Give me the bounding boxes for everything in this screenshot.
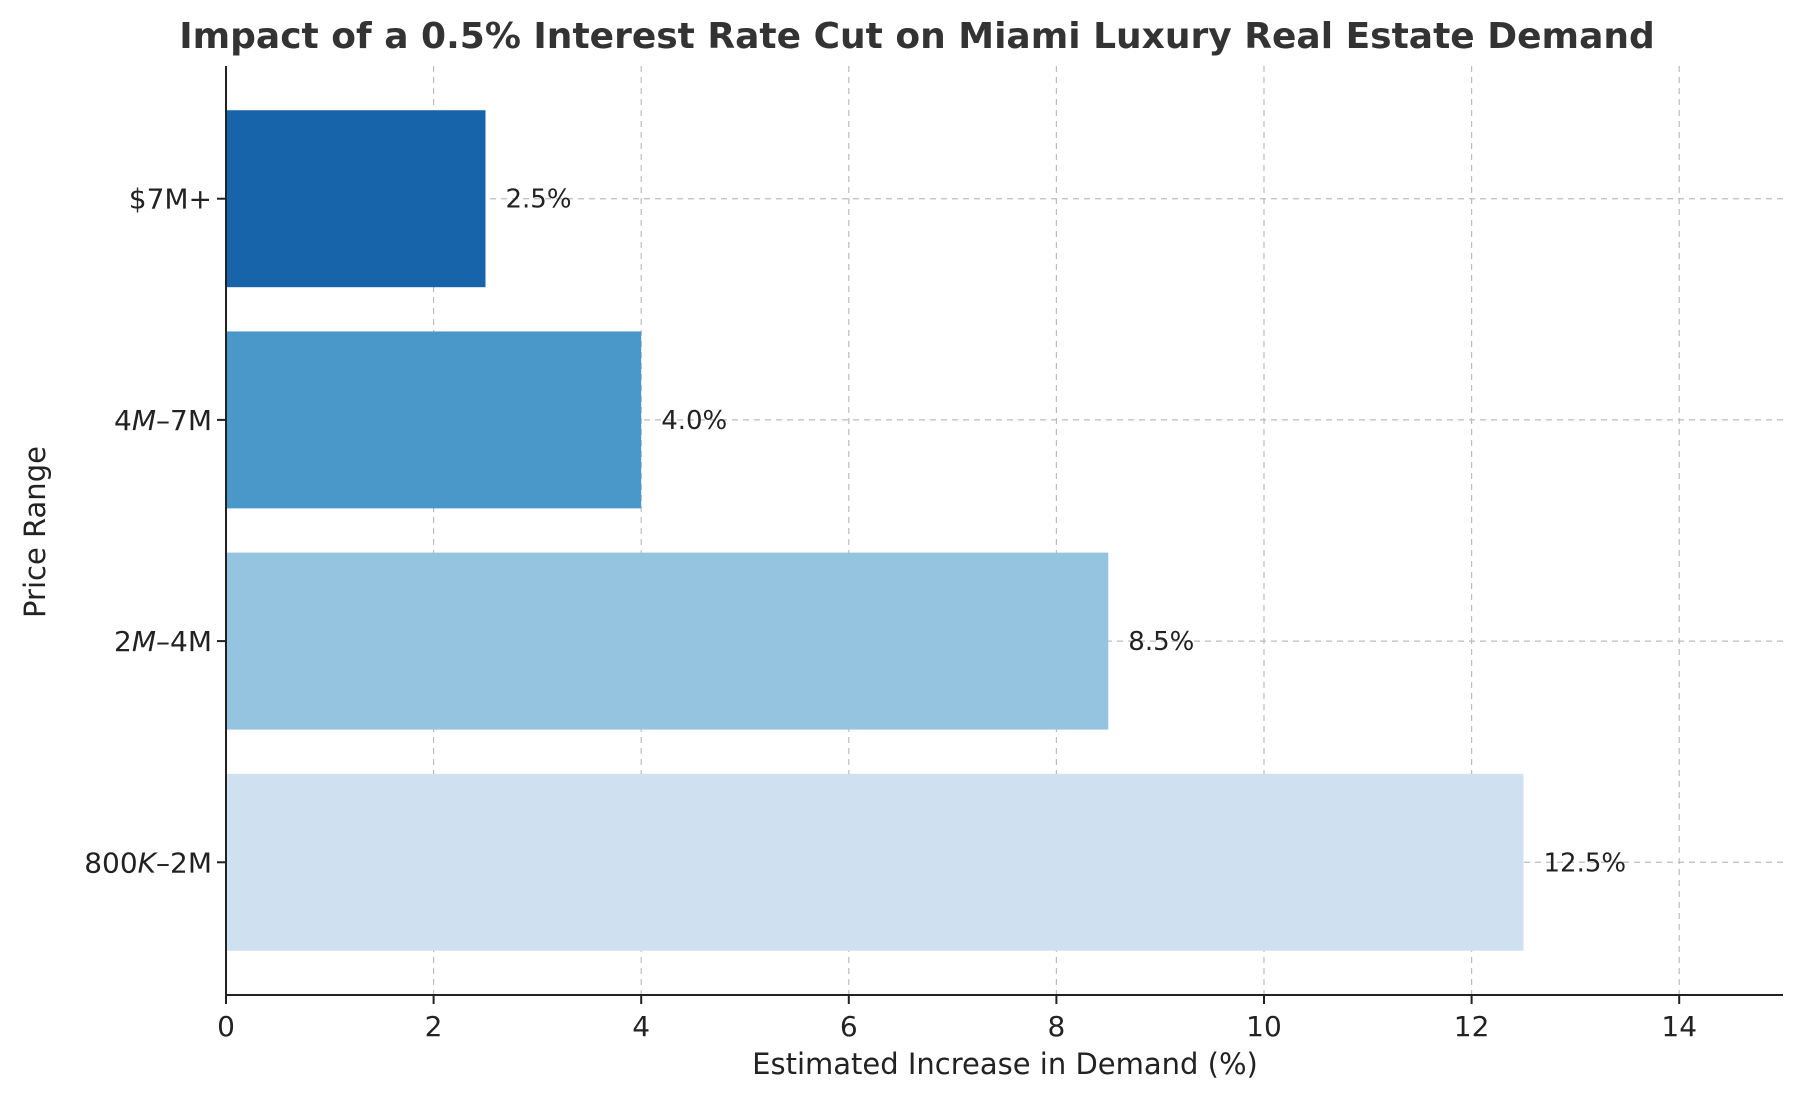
data-label: 8.5% (1128, 627, 1194, 657)
axes (225, 66, 1783, 996)
bars (226, 110, 1524, 951)
data-label: 4.0% (661, 406, 727, 436)
x-ticks: 0 2 4 6 8 10 12 14 (217, 995, 1697, 1043)
y-tick-label-suffix: –4M (156, 625, 212, 658)
y-tick-label-prefix: 800 (84, 846, 137, 879)
y-tick-label-suffix: –7M (156, 404, 212, 437)
bar (226, 331, 642, 509)
x-tick-label: 12 (1454, 1010, 1490, 1043)
data-labels: 12.5% 8.5% 4.0% 2.5% (506, 185, 1627, 879)
y-tick-label-prefix: $7M+ (129, 183, 212, 216)
y-axis-label: Price Range (18, 446, 52, 618)
x-axis-label: Estimated Increase in Demand (%) (752, 1047, 1258, 1081)
y-tick-label-italic: M (132, 404, 156, 437)
y-tick-label-prefix: 4 (114, 404, 132, 437)
x-tick-label: 6 (840, 1010, 858, 1043)
y-tick-label-suffix: –2M (156, 846, 212, 879)
bar (226, 110, 486, 288)
y-tick-label: 4M–7M (114, 404, 212, 437)
y-tick-label-italic: M (132, 625, 156, 658)
x-tick-label: 4 (632, 1010, 650, 1043)
data-label: 12.5% (1544, 848, 1627, 878)
x-tick-label: 14 (1661, 1010, 1697, 1043)
x-tick-label: 0 (217, 1010, 235, 1043)
y-tick-label: $7M+ (129, 183, 212, 216)
y-tick-label-prefix: 2 (114, 625, 132, 658)
x-tick-label: 8 (1047, 1010, 1065, 1043)
y-tick-label-italic: K (138, 846, 159, 879)
y-tick-label: 800K–2M (84, 846, 212, 879)
bar (226, 773, 1524, 951)
y-tick-label: 2M–4M (114, 625, 212, 658)
data-label: 2.5% (506, 185, 572, 215)
x-tick-label: 10 (1246, 1010, 1282, 1043)
chart-title: Impact of a 0.5% Interest Rate Cut on Mi… (179, 16, 1655, 57)
bar (226, 552, 1109, 730)
x-tick-label: 2 (425, 1010, 443, 1043)
